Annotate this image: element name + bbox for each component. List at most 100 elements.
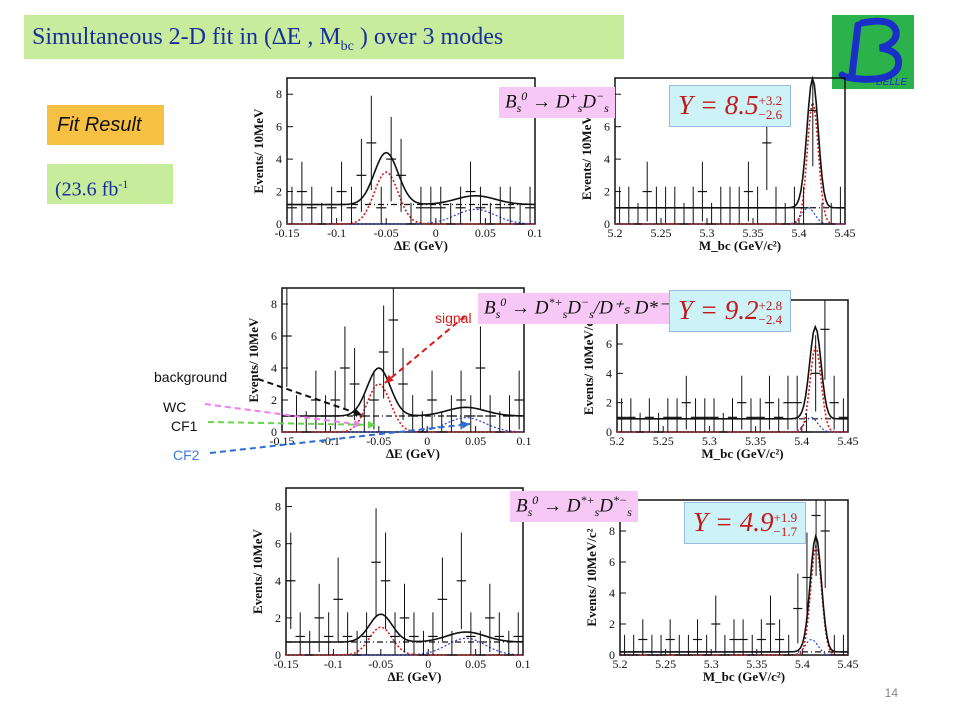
y-tick-label: 8 bbox=[276, 87, 282, 101]
y-tick-label: 6 bbox=[606, 337, 612, 351]
yield-box-2: Y = 9.2+2.8 −2.4 bbox=[669, 290, 792, 332]
yield2-value: Y = 9.2 bbox=[678, 295, 759, 325]
annotation-background: background bbox=[154, 369, 228, 385]
y-tick-label: 6 bbox=[276, 120, 282, 134]
x-tick-label: 5.45 bbox=[838, 657, 859, 671]
panel-mode1-deltaE: -0.15 -0.1 -0.05 0 0.05 0.1 0 2 4 6 8 ∆E (GeV) Event… bbox=[251, 77, 543, 253]
signal-arrow-head bbox=[385, 374, 394, 383]
mode1-b: B bbox=[505, 91, 517, 113]
background-arrow bbox=[257, 378, 363, 416]
mode-label-1: Bs0 → D+sD−s bbox=[499, 87, 615, 119]
mode3-b: B bbox=[516, 495, 528, 517]
x-tick-label: 5.4 bbox=[792, 226, 807, 240]
y-tick-label: 4 bbox=[604, 152, 610, 166]
plot-frame bbox=[285, 487, 524, 656]
mode3-d2-sub: s bbox=[627, 505, 632, 520]
x-tick-label: 0.1 bbox=[516, 657, 531, 671]
x-axis-label: ∆E (GeV) bbox=[394, 238, 448, 253]
total-fit-curve bbox=[287, 151, 536, 206]
y-axis-label: Events/ 10MeV bbox=[250, 528, 265, 613]
x-tick-label: 0 bbox=[425, 657, 431, 671]
y-tick-label: 0 bbox=[276, 217, 282, 231]
mode2-extra: /D⁺ₛ D*⁻ₛ bbox=[593, 297, 676, 319]
fit-result-label: Fit Result bbox=[47, 105, 164, 145]
x-tick-label: -0.05 bbox=[368, 657, 393, 671]
y-tick-label: 2 bbox=[606, 396, 612, 410]
x-tick-label: 5.4 bbox=[795, 657, 810, 671]
annotation-cf2: CF2 bbox=[173, 447, 200, 463]
yield3-up: +1.9 bbox=[773, 509, 798, 525]
x-tick-label: 0.1 bbox=[528, 226, 543, 240]
cf1-arrow-head bbox=[367, 420, 376, 429]
x-axis-label: M_bc (GeV/c²) bbox=[701, 446, 783, 461]
x-tick-label: 5.3 bbox=[700, 226, 715, 240]
mode3-d2-sup: *− bbox=[613, 493, 628, 507]
cf-curve bbox=[286, 637, 524, 656]
background-arrow-head bbox=[353, 408, 362, 417]
y-tick-label: 8 bbox=[609, 524, 615, 538]
mode2-d1-sub: s bbox=[562, 307, 568, 322]
x-axis-label: ∆E (GeV) bbox=[386, 446, 440, 461]
mode3-d1-sub: s bbox=[594, 505, 600, 520]
y-axis-label: Events/ 10MeV bbox=[246, 317, 261, 402]
mode1-d1-sub: s bbox=[577, 101, 583, 116]
x-tick-label: 5.2 bbox=[610, 434, 625, 448]
annotation-cf1: CF1 bbox=[171, 418, 198, 434]
x-axis-label: M_bc (GeV/c²) bbox=[699, 238, 781, 253]
plot-frame bbox=[286, 77, 536, 225]
mode3-arrow: → D bbox=[538, 495, 581, 517]
signal-curve bbox=[617, 345, 849, 433]
x-tick-label: 0 bbox=[424, 434, 430, 448]
x-tick-label: -0.15 bbox=[275, 226, 300, 240]
y-tick-label: 0 bbox=[275, 648, 281, 662]
y-tick-label: 0 bbox=[604, 217, 610, 231]
x-tick-label: -0.1 bbox=[321, 434, 340, 448]
y-tick-label: 2 bbox=[604, 185, 610, 199]
mode3-d1-sup: *+ bbox=[580, 493, 595, 507]
y-tick-label: 2 bbox=[275, 611, 281, 625]
luminosity-label: (23.6 fb-1 bbox=[47, 164, 173, 204]
belle-logo: BELLE bbox=[832, 15, 914, 89]
y-tick-label: 6 bbox=[604, 120, 610, 134]
y-tick-label: 8 bbox=[275, 500, 281, 514]
cf2-arrow bbox=[209, 423, 471, 454]
signal-arrow bbox=[384, 315, 466, 384]
mode1-d2-sub: s bbox=[604, 101, 609, 116]
x-tick-label: 5.35 bbox=[746, 657, 767, 671]
yield1-down: −2.6 bbox=[758, 106, 783, 122]
x-tick-label: 5.35 bbox=[743, 226, 764, 240]
y-tick-label: 2 bbox=[609, 617, 615, 631]
x-tick-label: 0.05 bbox=[465, 434, 486, 448]
yield1-up: +3.2 bbox=[758, 92, 783, 108]
yield1-value: Y = 8.5 bbox=[678, 90, 759, 120]
mode-label-2: Bs0 → D*+sD−s/D⁺ₛ D*⁻ₛ bbox=[478, 293, 682, 325]
x-tick-label: -0.15 bbox=[270, 434, 295, 448]
x-tick-label: 5.25 bbox=[655, 657, 676, 671]
mode2-d2: D bbox=[567, 297, 582, 319]
cf2-arrow-head bbox=[461, 421, 470, 429]
yield2-up: +2.8 bbox=[758, 297, 783, 313]
title-tail: ) over 3 modes bbox=[353, 24, 504, 50]
y-tick-label: 4 bbox=[271, 361, 277, 375]
y-tick-label: 0 bbox=[609, 648, 615, 662]
luminosity-sup: -1 bbox=[118, 177, 129, 191]
y-tick-label: 6 bbox=[275, 537, 281, 551]
x-tick-label: -0.1 bbox=[324, 657, 343, 671]
logo-text: BELLE bbox=[876, 77, 907, 88]
mode1-d2: D bbox=[582, 91, 597, 113]
belle-logo-graphic: BELLE bbox=[838, 17, 907, 88]
yield-box-3: Y = 4.9+1.9 −1.7 bbox=[684, 502, 807, 544]
mode1-d2-sup: − bbox=[596, 89, 605, 103]
y-tick-label: 0 bbox=[271, 425, 277, 439]
yield3-down: −1.7 bbox=[773, 523, 798, 539]
x-tick-label: 5.3 bbox=[702, 434, 717, 448]
x-tick-label: 0.1 bbox=[517, 434, 532, 448]
wc-arrow-head bbox=[353, 420, 362, 428]
annotation-signal: signal bbox=[435, 310, 472, 326]
panel-mode3-deltaE: -0.15 -0.1 -0.05 0 0.05 0.1 0 2 4 6 8 ∆E (GeV) Event… bbox=[250, 487, 531, 684]
yield3-value: Y = 4.9 bbox=[693, 507, 774, 537]
x-tick-label: 0.05 bbox=[475, 226, 496, 240]
x-tick-label: -0.05 bbox=[374, 226, 399, 240]
page-number: 14 bbox=[884, 686, 898, 700]
